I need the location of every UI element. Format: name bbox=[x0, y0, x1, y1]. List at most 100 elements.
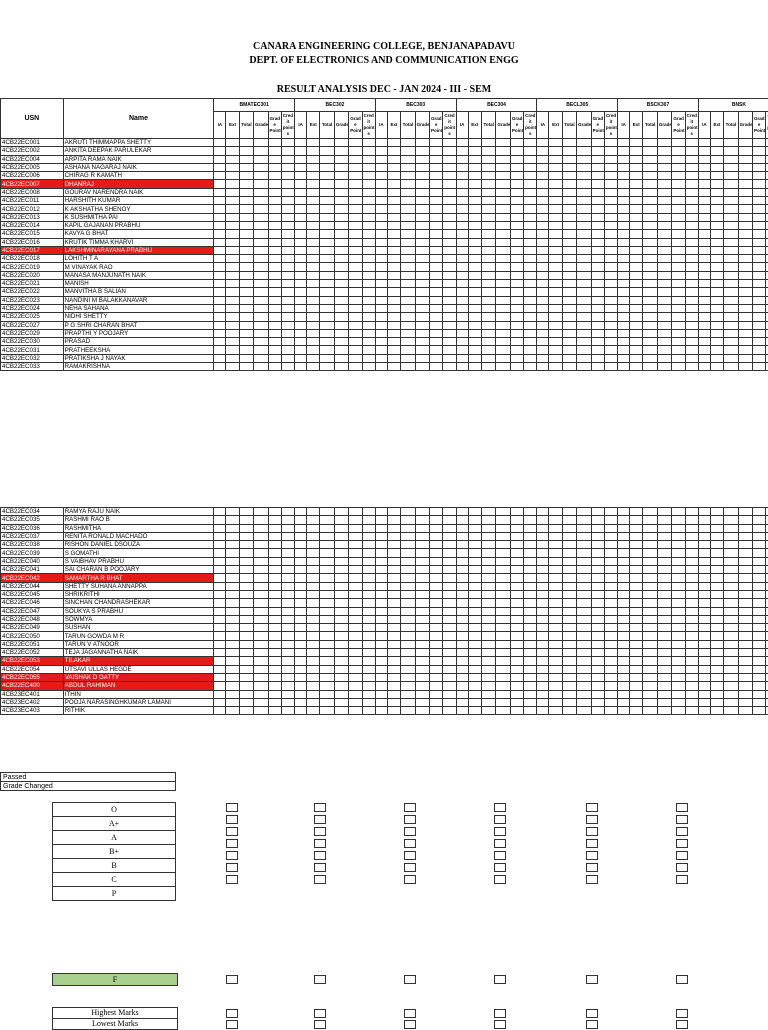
mark-cell bbox=[415, 329, 429, 337]
mark-cell bbox=[685, 640, 698, 648]
mark-cell bbox=[685, 255, 698, 263]
mark-cell bbox=[657, 188, 671, 196]
mark-cell bbox=[698, 213, 710, 221]
mark-cell bbox=[226, 263, 239, 271]
mark-cell bbox=[443, 566, 456, 574]
mark-cell bbox=[710, 615, 723, 623]
mark-cell bbox=[268, 690, 281, 698]
mark-cell bbox=[268, 304, 281, 312]
mark-cell bbox=[362, 707, 375, 715]
mark-cell bbox=[430, 313, 443, 321]
name-cell: ANKITA DEEPAK PARULEKAR bbox=[63, 147, 214, 155]
mark-cell bbox=[375, 205, 387, 213]
mark-cell bbox=[468, 516, 481, 524]
mark-cell bbox=[387, 205, 400, 213]
mark-cell bbox=[549, 541, 562, 549]
mark-cell bbox=[685, 516, 698, 524]
mark-cell bbox=[320, 574, 334, 582]
mark-cell bbox=[214, 690, 226, 698]
mark-cell bbox=[239, 238, 253, 246]
mark-cell bbox=[387, 516, 400, 524]
mark-cell bbox=[254, 541, 268, 549]
mark-cell bbox=[268, 615, 281, 623]
mark-cell bbox=[443, 549, 456, 557]
mark-cell bbox=[320, 346, 334, 354]
mark-cell bbox=[630, 188, 643, 196]
mark-cell bbox=[524, 574, 537, 582]
mark-cell bbox=[562, 230, 576, 238]
mark-cell bbox=[320, 213, 334, 221]
subcol-header: IA bbox=[295, 112, 307, 139]
mark-cell bbox=[698, 516, 710, 524]
mark-cell bbox=[562, 338, 576, 346]
mark-cell bbox=[672, 155, 685, 163]
mark-cell bbox=[604, 607, 617, 615]
mark-cell bbox=[281, 263, 294, 271]
name-cell: K AKSHATHA SHENOY bbox=[63, 205, 214, 213]
mark-cell bbox=[710, 288, 723, 296]
mark-cell bbox=[496, 304, 510, 312]
mark-cell bbox=[281, 304, 294, 312]
mark-cell bbox=[268, 213, 281, 221]
mark-cell bbox=[320, 640, 334, 648]
mark-cell bbox=[685, 599, 698, 607]
mark-cell bbox=[496, 255, 510, 263]
mark-cell bbox=[698, 321, 710, 329]
mark-cell bbox=[334, 682, 348, 690]
mark-cell bbox=[591, 541, 604, 549]
mark-cell bbox=[630, 288, 643, 296]
mark-cell bbox=[443, 690, 456, 698]
mark-cell bbox=[738, 197, 752, 205]
mark-cell bbox=[214, 172, 226, 180]
mark-cell bbox=[685, 590, 698, 598]
subcol-header: Cred it point s bbox=[524, 112, 537, 139]
mark-cell bbox=[643, 246, 657, 254]
mark-cell bbox=[577, 516, 591, 524]
mark-cell bbox=[496, 329, 510, 337]
mark-cell bbox=[415, 147, 429, 155]
grade-count-box bbox=[586, 839, 598, 848]
mark-cell bbox=[710, 238, 723, 246]
mark-cell bbox=[443, 599, 456, 607]
mark-cell bbox=[698, 197, 710, 205]
mark-cell bbox=[685, 615, 698, 623]
mark-cell bbox=[562, 197, 576, 205]
summary-count-box bbox=[404, 1020, 416, 1029]
mark-cell bbox=[710, 640, 723, 648]
mark-cell bbox=[577, 197, 591, 205]
mark-cell bbox=[334, 296, 348, 304]
mark-cell bbox=[591, 690, 604, 698]
mark-cell bbox=[604, 230, 617, 238]
mark-cell bbox=[524, 213, 537, 221]
mark-cell bbox=[710, 632, 723, 640]
mark-cell bbox=[214, 139, 226, 147]
mark-cell bbox=[724, 698, 738, 706]
mark-cell bbox=[685, 557, 698, 565]
mark-cell bbox=[456, 147, 468, 155]
mark-cell bbox=[685, 624, 698, 632]
mark-cell bbox=[524, 296, 537, 304]
mark-cell bbox=[672, 590, 685, 598]
subcol-header: Total bbox=[643, 112, 657, 139]
mark-cell bbox=[375, 516, 387, 524]
mark-cell bbox=[320, 280, 334, 288]
mark-cell bbox=[630, 549, 643, 557]
subcol-header: Ext bbox=[468, 112, 481, 139]
mark-cell bbox=[496, 338, 510, 346]
mark-cell bbox=[375, 532, 387, 540]
mark-cell bbox=[698, 624, 710, 632]
mark-cell bbox=[738, 673, 752, 681]
mark-cell bbox=[226, 516, 239, 524]
mark-cell bbox=[226, 615, 239, 623]
mark-cell bbox=[643, 221, 657, 229]
mark-cell bbox=[630, 238, 643, 246]
mark-cell bbox=[524, 329, 537, 337]
mark-cell bbox=[387, 524, 400, 532]
mark-cell bbox=[281, 197, 294, 205]
mark-cell bbox=[239, 557, 253, 565]
mark-cell bbox=[710, 690, 723, 698]
mark-cell bbox=[226, 524, 239, 532]
mark-cell bbox=[334, 707, 348, 715]
subject-header: BEC304 bbox=[456, 99, 537, 112]
